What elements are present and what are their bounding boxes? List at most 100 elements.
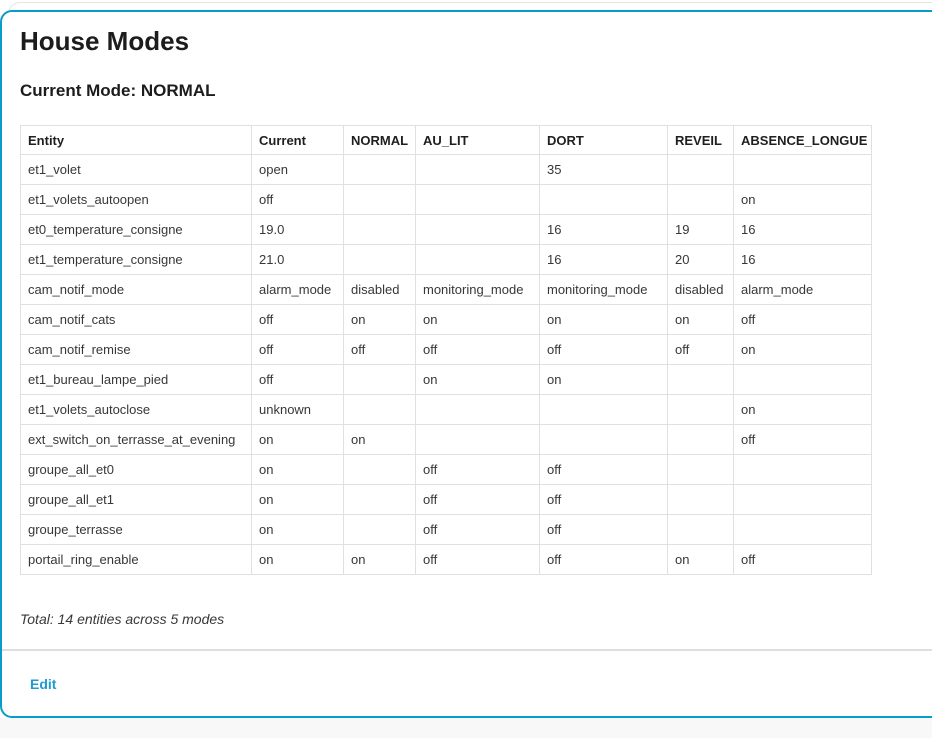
value-cell <box>343 184 416 216</box>
table-row: groupe_all_et0 on off off <box>20 454 872 486</box>
value-cell: off <box>733 424 872 456</box>
table-row: et1_temperature_consigne 21.0 16 20 16 <box>20 244 872 276</box>
value-cell: off <box>733 544 872 576</box>
value-cell <box>667 394 734 426</box>
value-cell <box>667 364 734 396</box>
table-row: et1_volets_autoclose unknown on <box>20 394 872 426</box>
card-footer: Edit <box>2 651 932 716</box>
value-cell: on <box>251 424 344 456</box>
table-row: et1_volet open 35 <box>20 154 872 186</box>
value-cell: alarm_mode <box>251 274 344 306</box>
value-cell: off <box>251 334 344 366</box>
value-cell: monitoring_mode <box>415 274 540 306</box>
table-row: cam_notif_mode alarm_mode disabled monitori… <box>20 274 872 306</box>
table-row: et1_volets_autoopen off on <box>20 184 872 216</box>
value-cell <box>667 484 734 516</box>
column-header: REVEIL <box>667 125 734 156</box>
value-cell: unknown <box>251 394 344 426</box>
entity-cell: et1_volets_autoclose <box>20 394 252 426</box>
value-cell <box>415 214 540 246</box>
page-title: House Modes <box>20 26 190 56</box>
value-cell: 19 <box>667 214 734 246</box>
value-cell <box>733 364 872 396</box>
value-cell: disabled <box>343 274 416 306</box>
value-cell: off <box>251 304 344 336</box>
table-row: et0_temperature_consigne 19.0 16 19 16 <box>20 214 872 246</box>
value-cell: open <box>251 154 344 186</box>
value-cell: alarm_mode <box>733 274 872 306</box>
value-cell: 21.0 <box>251 244 344 276</box>
value-cell: on <box>667 304 734 336</box>
value-cell <box>415 244 540 276</box>
value-cell <box>415 424 540 456</box>
value-cell: off <box>251 364 344 396</box>
entity-cell: ext_switch_on_terrasse_at_evening <box>20 424 252 456</box>
current-mode: Current Mode: NORMAL <box>20 81 932 101</box>
value-cell <box>343 154 416 186</box>
value-cell <box>415 154 540 186</box>
value-cell: on <box>539 304 668 336</box>
value-cell: on <box>251 514 344 546</box>
column-header: NORMAL <box>343 125 416 156</box>
value-cell: on <box>667 544 734 576</box>
entity-cell: et1_bureau_lampe_pied <box>20 364 252 396</box>
entity-cell: cam_notif_remise <box>20 334 252 366</box>
value-cell <box>667 454 734 486</box>
value-cell <box>343 214 416 246</box>
value-cell <box>343 454 416 486</box>
header-row: Entity Current NORMAL AU_LIT DORT REVEIL ABSEN… <box>20 125 872 156</box>
entity-cell: groupe_all_et0 <box>20 454 252 486</box>
value-cell: on <box>251 484 344 516</box>
value-cell: off <box>415 454 540 486</box>
column-header: ABSENCE_LONGUE <box>733 125 872 156</box>
table-body: et1_volet open 35 et1_volets_autoopen off on e… <box>20 154 872 576</box>
entity-cell: groupe_all_et1 <box>20 484 252 516</box>
value-cell <box>733 154 872 186</box>
value-cell <box>667 184 734 216</box>
entity-cell: cam_notif_cats <box>20 304 252 336</box>
value-cell: on <box>733 184 872 216</box>
value-cell <box>343 244 416 276</box>
table-row: groupe_terrasse on off off <box>20 514 872 546</box>
modes-table: Entity Current NORMAL AU_LIT DORT REVEIL ABSEN… <box>20 125 872 576</box>
entity-cell: et0_temperature_consigne <box>20 214 252 246</box>
value-cell <box>539 394 668 426</box>
column-header: Current <box>251 125 344 156</box>
value-cell: off <box>667 334 734 366</box>
table-row: et1_bureau_lampe_pied off on on <box>20 364 872 396</box>
entity-cell: groupe_terrasse <box>20 514 252 546</box>
value-cell: 19.0 <box>251 214 344 246</box>
entity-cell: et1_volet <box>20 154 252 186</box>
footer-divider <box>2 649 932 652</box>
value-cell: off <box>539 334 668 366</box>
value-cell <box>539 424 668 456</box>
entity-cell: et1_temperature_consigne <box>20 244 252 276</box>
value-cell <box>415 184 540 216</box>
column-header: Entity <box>20 125 252 156</box>
value-cell: off <box>343 334 416 366</box>
value-cell <box>733 514 872 546</box>
table-head: Entity Current NORMAL AU_LIT DORT REVEIL ABSEN… <box>20 125 872 156</box>
value-cell: 20 <box>667 244 734 276</box>
value-cell: off <box>251 184 344 216</box>
value-cell: on <box>733 334 872 366</box>
house-modes-card: House Modes Current Mode: NORMAL Entity C… <box>0 10 932 718</box>
value-cell: 16 <box>539 244 668 276</box>
value-cell: off <box>539 484 668 516</box>
edit-button[interactable]: Edit <box>30 676 57 693</box>
table-row: portail_ring_enable on on off off on off <box>20 544 872 576</box>
value-cell: on <box>343 424 416 456</box>
value-cell: 35 <box>539 154 668 186</box>
value-cell: on <box>251 544 344 576</box>
value-cell: on <box>415 304 540 336</box>
value-cell: off <box>415 514 540 546</box>
column-header: DORT <box>539 125 668 156</box>
value-cell: on <box>415 364 540 396</box>
value-cell: 16 <box>733 244 872 276</box>
table-row: ext_switch_on_terrasse_at_evening on on off <box>20 424 872 456</box>
page-background <box>0 718 932 738</box>
value-cell <box>733 484 872 516</box>
value-cell: on <box>343 544 416 576</box>
value-cell: off <box>539 544 668 576</box>
value-cell: on <box>733 394 872 426</box>
